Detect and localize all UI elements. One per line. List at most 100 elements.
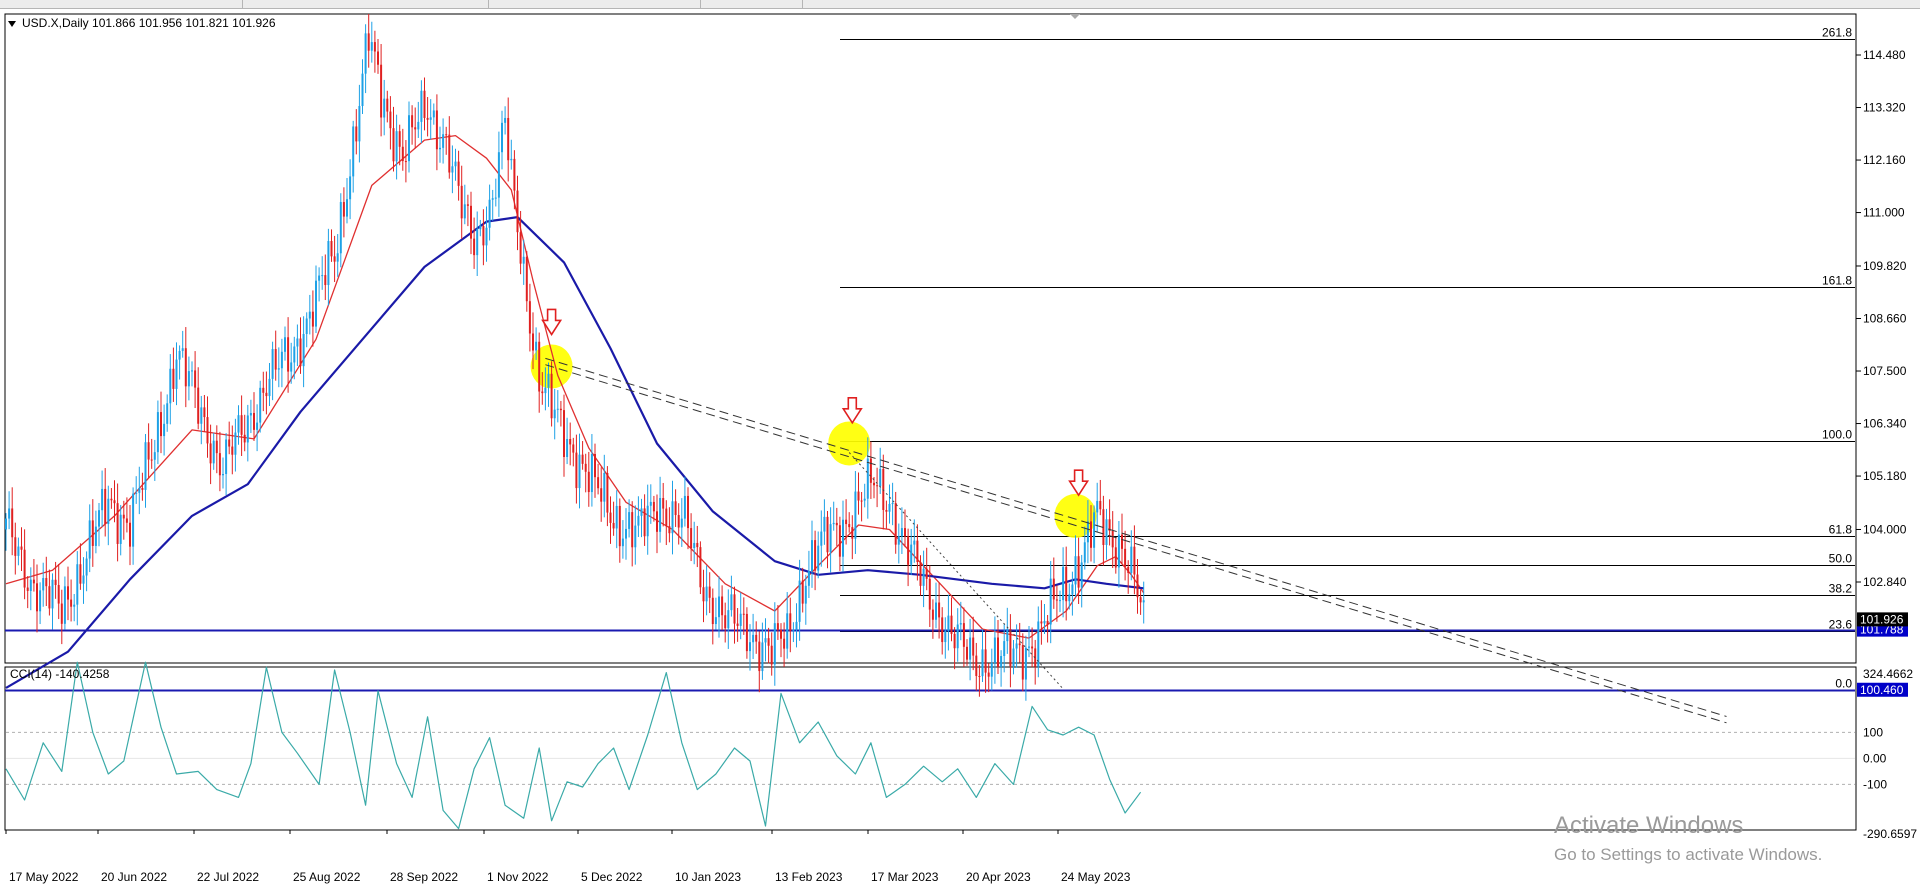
candle-body [1136,574,1139,598]
toolbar-strip [0,0,1920,9]
candle-body [243,434,246,443]
x-axis-label: 20 Jun 2022 [101,870,167,884]
candle-body [138,487,141,493]
candle-body [1117,534,1120,568]
candle-body [519,232,522,264]
activate-windows-subtitle: Go to Settings to activate Windows. [1554,845,1823,864]
candle-body [324,275,327,286]
candle-body [141,487,144,490]
candle-body [48,586,51,609]
x-axis-label: 28 Sep 2022 [390,870,458,884]
candle-body [181,348,184,351]
candle-body [212,440,215,464]
candle-body [150,459,153,461]
candle-body [1012,648,1015,667]
candle-body [687,495,689,529]
candle-body [1071,584,1074,595]
candle-body [621,538,624,547]
trendline-dashed[interactable] [545,357,1727,717]
candle-body [1139,597,1142,603]
candle-body [156,412,159,453]
candle-body [770,645,773,665]
candle-body [432,110,435,118]
candle-body [1093,512,1096,548]
candle-body [1090,521,1092,548]
candle-body [225,439,228,475]
candle-body [417,121,420,130]
candle-body [485,227,488,246]
candle-body [618,505,621,547]
y-axis-tick-label: 106.340 [1863,417,1907,431]
symbol-dropdown-icon[interactable] [8,21,16,27]
candle-body [873,482,875,486]
toolbar-separator [700,0,701,8]
candle-body [947,615,950,631]
candle-body [981,649,984,677]
candle-body [463,204,466,219]
candle-body [997,637,999,667]
candle-body [129,522,131,547]
candle-body [1124,548,1127,567]
candle-body [786,613,789,649]
candle-body [938,602,941,618]
y-axis-tick-label: 105.180 [1863,469,1907,483]
candle-body [671,501,674,534]
candle-body [767,638,770,646]
candle-body [699,547,702,588]
candle-body [1055,599,1058,601]
candle-body [603,472,606,502]
candle-body [1059,600,1061,602]
fib-level-label: 38.2 [1829,582,1853,596]
candle-body [832,522,835,525]
candle-body [73,604,76,607]
candle-body [380,64,383,118]
candle-body [82,575,85,584]
candle-body [442,134,445,148]
candle-body [414,127,417,130]
candle-body [122,514,125,519]
candle-body [411,115,414,128]
candle-body [541,391,544,394]
candle-body [649,501,652,506]
candle-body [51,579,54,609]
candle-body [60,603,63,624]
candle-body [665,508,668,527]
candle-body [587,471,590,493]
trendline-dashed[interactable] [545,364,1727,724]
candle-body [851,527,854,539]
candle-body [646,505,649,537]
toolbar-separator [242,0,243,8]
candle-body [1049,578,1052,625]
candle-body [935,602,937,620]
candle-body [191,370,193,372]
candle-body [110,498,113,501]
candle-body [637,515,640,526]
candle-body [857,491,860,501]
candle-body [5,518,7,530]
y-axis-tick-label: 111.000 [1863,206,1905,220]
candle-body [966,646,968,660]
candle-body [879,468,882,487]
candle-body [1024,647,1027,680]
trendline-dotted[interactable] [848,452,1064,690]
candle-body [256,422,259,430]
candle-body [401,146,404,162]
candle-body [559,408,562,411]
candle-body [1121,534,1123,549]
candle-body [1009,629,1012,667]
x-axis-label: 20 Apr 2023 [966,870,1031,884]
candle-body [761,642,764,672]
candle-body [749,642,751,652]
candle-body [820,531,823,546]
candle-body [178,350,181,360]
candle-body [57,585,60,604]
cci-axis-label: 324.4662 [1863,667,1913,681]
candle-body [721,596,724,616]
candle-body [470,205,472,239]
candle-body [953,633,956,649]
candle-body [733,594,736,624]
candle-body [175,359,178,389]
x-axis-label: 25 Aug 2022 [293,870,361,884]
